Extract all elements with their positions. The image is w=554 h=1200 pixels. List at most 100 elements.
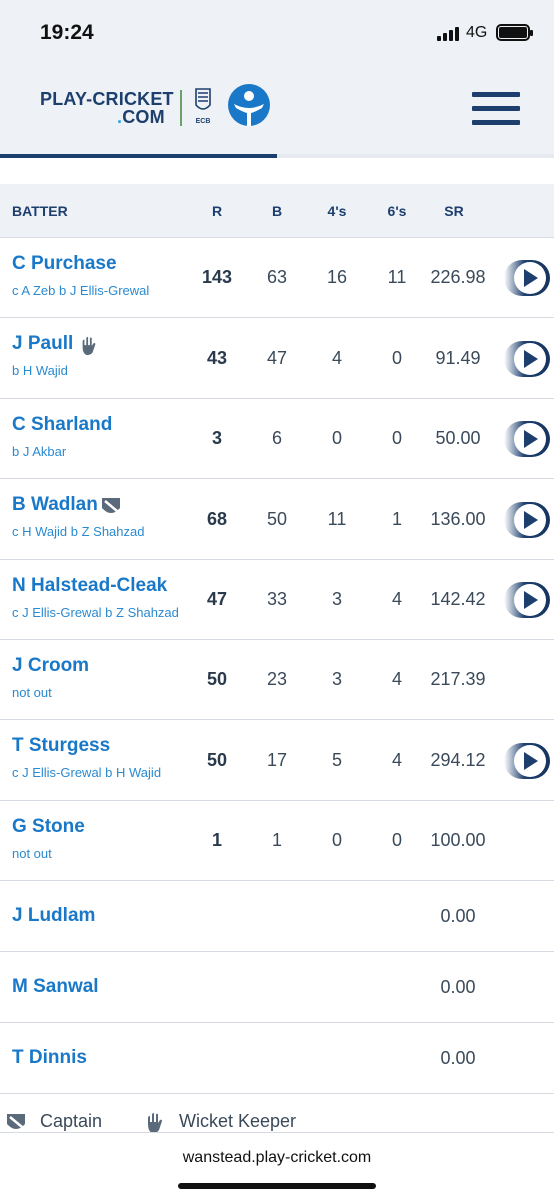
network-type: 4G bbox=[466, 24, 488, 41]
fours-cell: 4 bbox=[331, 347, 342, 368]
batter-row: C Purchase c A Zeb b J Ellis-Grewal 143 63 1… bbox=[0, 238, 554, 318]
strike-rate-cell: 294.12 bbox=[430, 749, 486, 770]
tab-track bbox=[0, 154, 554, 158]
sixes-cell: 0 bbox=[391, 428, 402, 448]
batter-name-link[interactable]: B Wadlan bbox=[12, 494, 98, 515]
batter-name-link[interactable]: C Sharland bbox=[12, 414, 113, 435]
batter-row: M Sanwal 0.00 bbox=[0, 952, 554, 1023]
fours-cell: 3 bbox=[331, 669, 342, 689]
logo-line2: COM bbox=[122, 107, 165, 127]
browser-address-bar[interactable]: wanstead.play-cricket.com bbox=[0, 1132, 554, 1200]
balls-cell: 17 bbox=[266, 749, 288, 770]
sixes-cell: 0 bbox=[391, 347, 402, 368]
batter-row: J Croom not out 50 23 3 4 217.39 bbox=[0, 640, 554, 720]
header-batter: BATTER bbox=[12, 203, 68, 219]
legend-captain-label: Captain bbox=[40, 1111, 103, 1131]
site-header: PLAY-CRICKET .COM ECB bbox=[0, 62, 554, 154]
menu-icon[interactable] bbox=[472, 92, 520, 126]
signal-icon bbox=[437, 27, 461, 41]
balls-cell: 6 bbox=[271, 428, 282, 448]
sixes-cell: 4 bbox=[391, 589, 402, 609]
header-fours: 4's bbox=[327, 203, 347, 219]
legend-wicket-keeper-label: Wicket Keeper bbox=[179, 1111, 297, 1131]
logo-line1: PLAY-CRICKET bbox=[40, 89, 174, 109]
header-sixes: 6's bbox=[387, 203, 407, 219]
dismissal-text: not out bbox=[12, 685, 52, 700]
runs-cell: 43 bbox=[206, 347, 228, 368]
status-bar: 19:24 4G bbox=[0, 0, 554, 62]
balls-cell: 47 bbox=[266, 347, 288, 368]
runs-cell: 50 bbox=[206, 749, 228, 770]
balls-cell: 50 bbox=[266, 508, 288, 529]
sixes-cell: 1 bbox=[391, 508, 402, 529]
balls-cell: 23 bbox=[266, 669, 288, 689]
strike-rate-cell: 136.00 bbox=[430, 508, 486, 529]
batter-name-link[interactable]: M Sanwal bbox=[12, 975, 99, 997]
balls-cell: 1 bbox=[271, 830, 282, 850]
strike-rate-cell: 50.00 bbox=[435, 428, 481, 448]
tab-active-indicator bbox=[0, 154, 277, 158]
legend: Captain Wicket Keeper bbox=[0, 1108, 554, 1138]
dismissal-text: not out bbox=[12, 846, 52, 861]
batter-name-link[interactable]: N Halstead-Cleak bbox=[12, 575, 168, 596]
play-icon bbox=[514, 262, 546, 294]
header-sr: SR bbox=[444, 203, 464, 219]
sixes-cell: 0 bbox=[391, 830, 402, 850]
header-runs: R bbox=[211, 203, 223, 219]
play-video-button[interactable] bbox=[504, 260, 550, 296]
ecb-label: ECB bbox=[196, 118, 211, 125]
play-video-button[interactable] bbox=[504, 421, 550, 457]
batter-name-link[interactable]: T Dinnis bbox=[12, 1046, 87, 1068]
dismissal-text: c J Ellis-Grewal b Z Shahzad bbox=[12, 605, 179, 620]
batter-row: G Stone not out 1 1 0 0 100.00 bbox=[0, 801, 554, 881]
balls-cell: 33 bbox=[266, 589, 288, 609]
strike-rate-cell: 0.00 bbox=[440, 1047, 476, 1068]
batter-name-link[interactable]: C Purchase bbox=[12, 253, 117, 274]
sixes-cell: 4 bbox=[391, 669, 402, 689]
status-time: 19:24 bbox=[40, 21, 94, 44]
batter-row: J Ludlam 0.00 bbox=[0, 881, 554, 952]
home-indicator[interactable] bbox=[178, 1183, 376, 1189]
fours-cell: 11 bbox=[327, 508, 347, 529]
play-video-button[interactable] bbox=[504, 340, 550, 377]
balls-cell: 63 bbox=[266, 267, 288, 287]
play-video-button[interactable] bbox=[504, 742, 550, 779]
runs-cell: 50 bbox=[206, 669, 228, 689]
play-cricket-logo[interactable]: PLAY-CRICKET .COM bbox=[40, 90, 174, 126]
batter-name-link[interactable]: J Ludlam bbox=[12, 904, 96, 926]
captain-shield-icon bbox=[7, 1114, 25, 1129]
wicket-keeper-glove-icon bbox=[148, 1113, 162, 1133]
play-icon bbox=[514, 584, 546, 616]
wicket-keeper-glove-icon bbox=[82, 336, 96, 356]
strike-rate-cell: 226.98 bbox=[430, 267, 486, 287]
play-icon bbox=[514, 423, 546, 455]
fours-cell: 3 bbox=[331, 589, 342, 609]
batter-row: B Wadlan c H Wajid b Z Shahzad 68 50 11 1 136.… bbox=[0, 479, 554, 560]
fours-cell: 0 bbox=[331, 830, 342, 850]
ecb-crest-icon: ECB bbox=[195, 88, 211, 125]
play-video-button[interactable] bbox=[504, 501, 550, 538]
strike-rate-cell: 100.00 bbox=[430, 830, 486, 850]
strike-rate-cell: 217.39 bbox=[430, 669, 486, 689]
batter-row: T Sturgess c J Ellis-Grewal b H Wajid 50 17… bbox=[0, 720, 554, 801]
sixes-cell: 11 bbox=[387, 267, 407, 287]
battery-icon bbox=[496, 24, 533, 41]
batter-name-link[interactable]: T Sturgess bbox=[12, 735, 111, 756]
play-icon bbox=[514, 342, 546, 375]
batter-row: T Dinnis 0.00 bbox=[0, 1023, 554, 1094]
play-video-button[interactable] bbox=[504, 582, 550, 618]
logo-divider bbox=[180, 90, 182, 126]
logo-dot: . bbox=[117, 107, 123, 127]
captain-shield-icon bbox=[102, 498, 120, 513]
batter-row: N Halstead-Cleak c J Ellis-Grewal b Z Sha… bbox=[0, 560, 554, 640]
fours-cell: 5 bbox=[331, 749, 342, 770]
header-balls: B bbox=[271, 203, 283, 219]
batter-name-link[interactable]: G Stone bbox=[12, 816, 85, 837]
batter-name-link[interactable]: J Paull bbox=[12, 333, 74, 354]
batting-table-header: BATTER R B 4's 6's SR bbox=[0, 184, 554, 238]
batter-name-link[interactable]: J Croom bbox=[12, 655, 90, 676]
cricket-circle-logo-icon bbox=[228, 84, 270, 126]
play-icon bbox=[514, 503, 546, 536]
runs-cell: 3 bbox=[211, 428, 222, 448]
url-text[interactable]: wanstead.play-cricket.com bbox=[182, 1149, 372, 1166]
